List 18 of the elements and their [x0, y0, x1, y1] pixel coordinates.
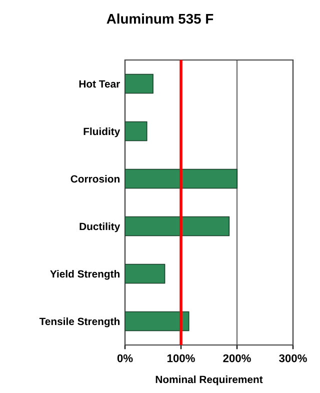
- x-tick-label: 200%: [223, 354, 251, 362]
- bar: [125, 216, 230, 236]
- bar: [125, 74, 154, 94]
- bar: [125, 168, 238, 189]
- x-axis-title: Nominal Requirement: [156, 375, 263, 386]
- y-tick-label: Yield Strength: [50, 270, 120, 280]
- y-tick-label: Corrosion: [70, 174, 120, 183]
- chart-title: Aluminum 535 F: [106, 14, 214, 24]
- bar: [125, 121, 148, 142]
- bar: [125, 311, 190, 332]
- x-tick-label: 300%: [279, 354, 307, 362]
- y-tick-label: Tensile Strength: [39, 317, 120, 328]
- y-tick-label: Fluidity: [84, 127, 120, 138]
- x-tick-label: 0%: [117, 354, 133, 362]
- y-tick-label: Hot Tear: [79, 80, 120, 88]
- x-tick-label: 100%: [167, 354, 195, 362]
- bar: [125, 264, 166, 284]
- y-tick-label: Ductility: [80, 222, 120, 232]
